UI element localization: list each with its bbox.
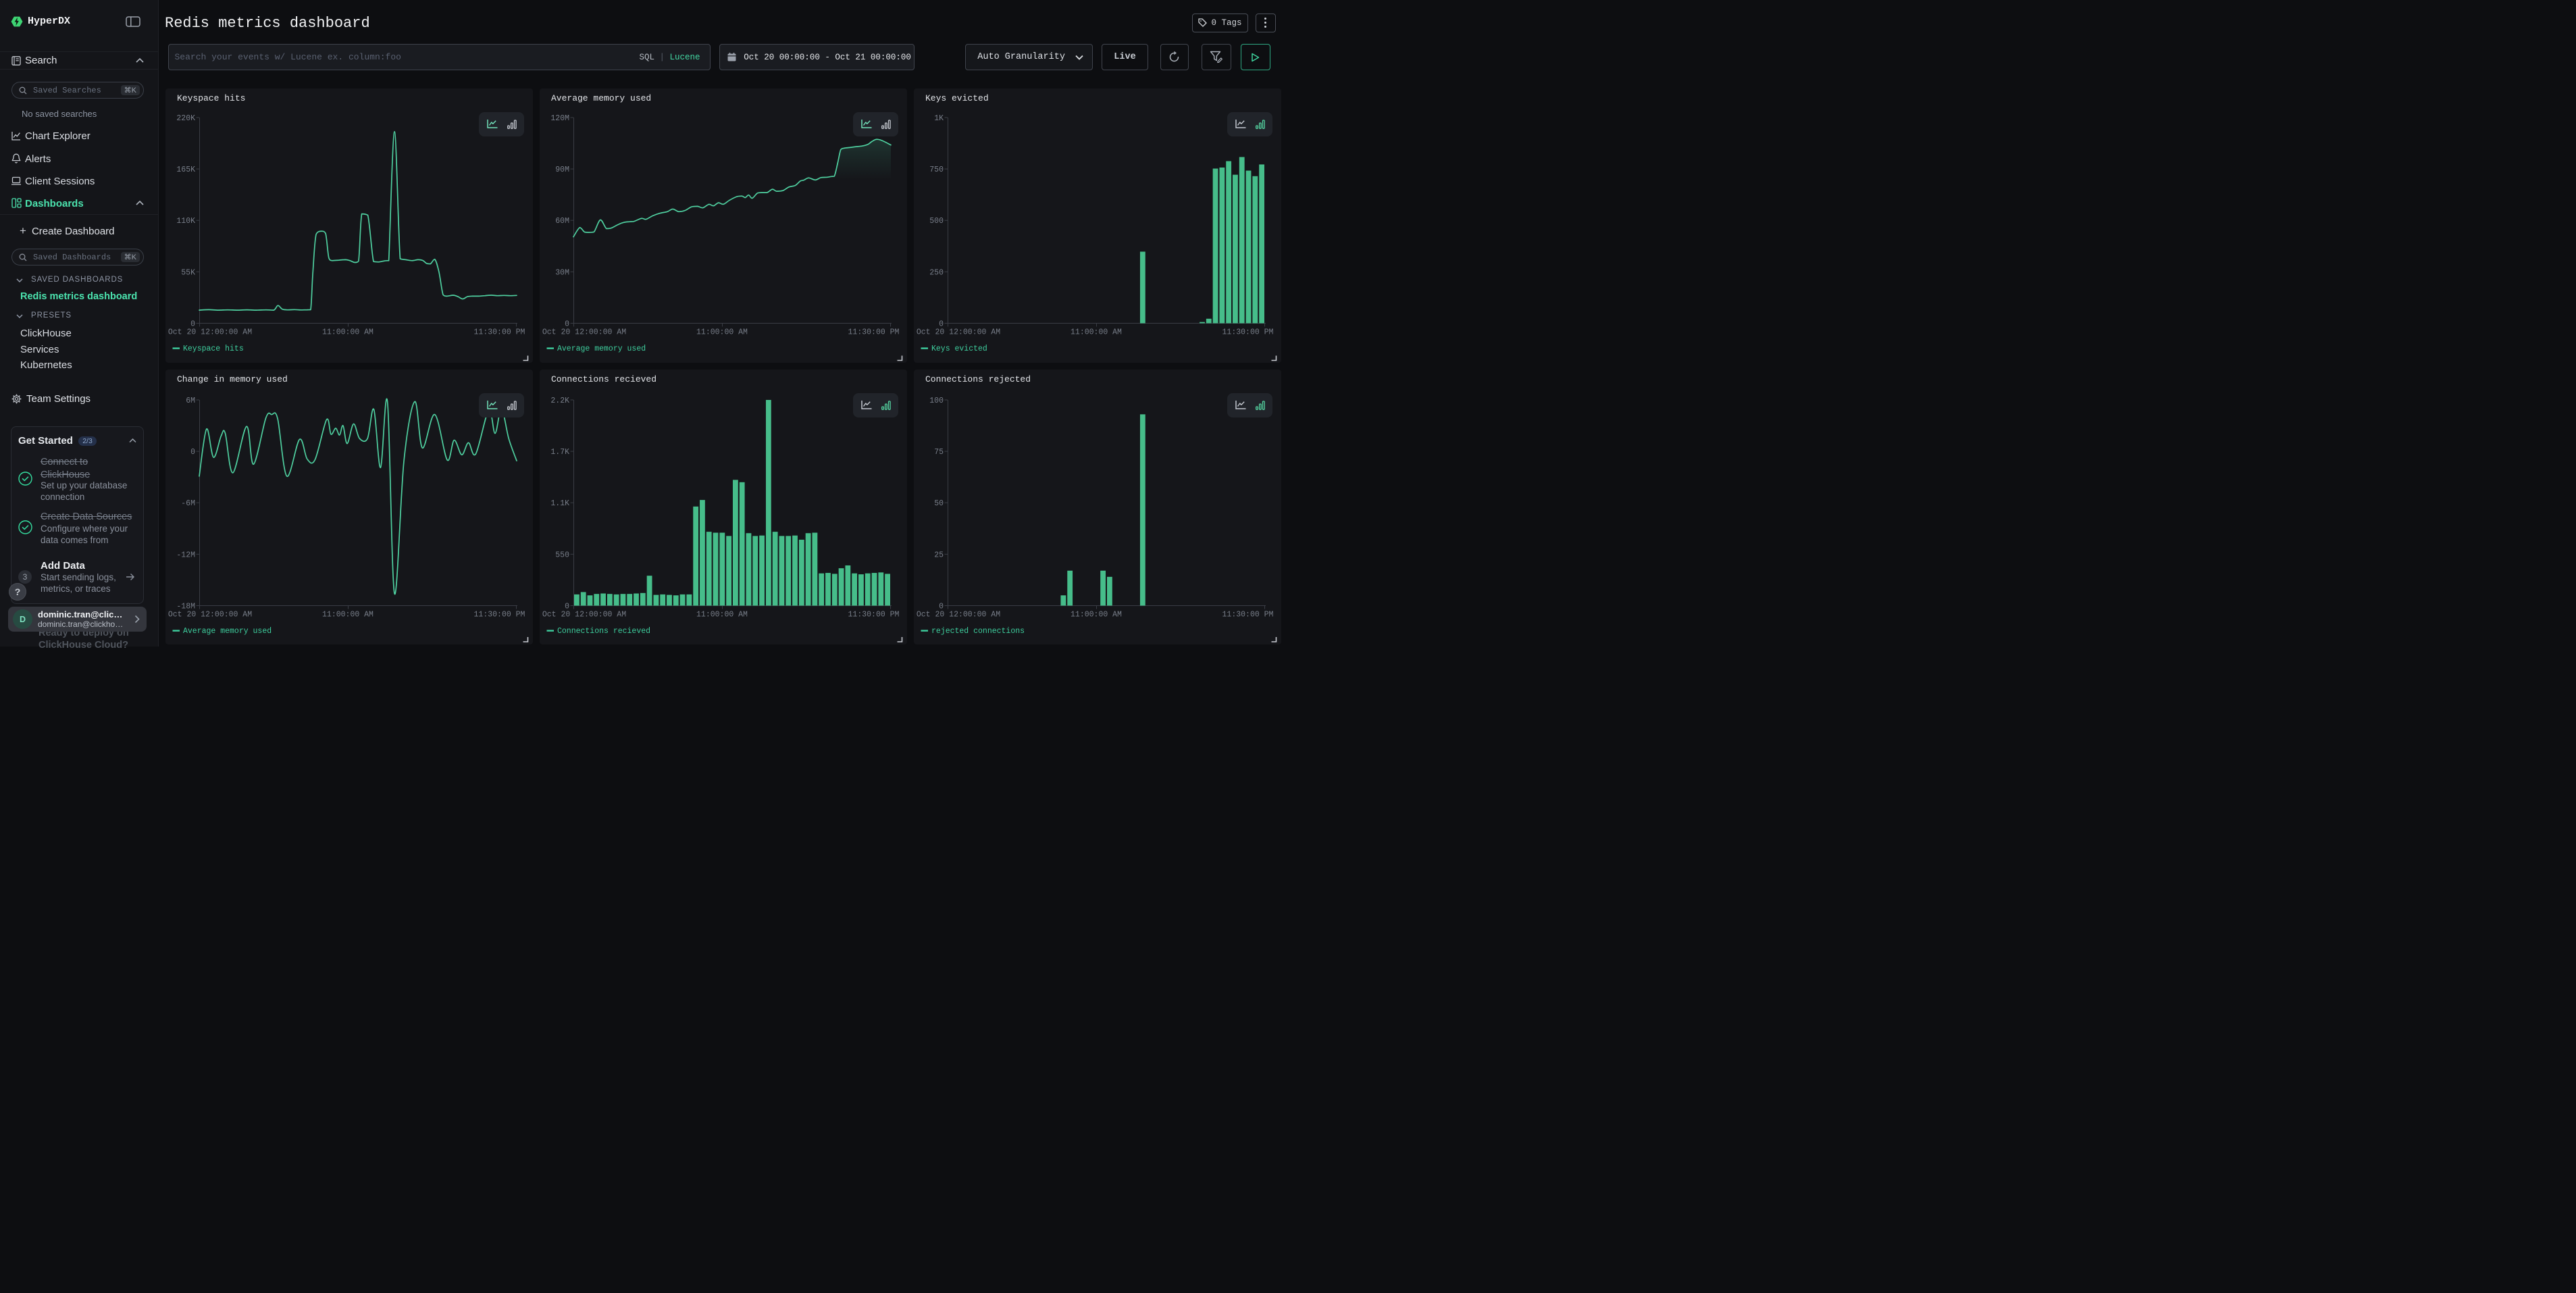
svg-text:165K: 165K (176, 166, 195, 174)
svg-text:11:30:00 PM: 11:30:00 PM (1222, 328, 1274, 337)
svg-text:0: 0 (565, 320, 569, 329)
svg-text:11:00:00 AM: 11:00:00 AM (1071, 611, 1122, 619)
svg-text:0: 0 (565, 603, 569, 611)
svg-text:-12M: -12M (176, 551, 195, 559)
svg-text:11:30:00 PM: 11:30:00 PM (848, 328, 900, 337)
svg-text:11:00:00 AM: 11:00:00 AM (696, 328, 748, 337)
svg-text:Average memory used: Average memory used (183, 627, 272, 636)
svg-text:Keys evicted: Keys evicted (931, 345, 987, 353)
svg-text:Connections recieved: Connections recieved (557, 627, 650, 636)
svg-text:120M: 120M (550, 114, 569, 123)
svg-text:Keyspace hits: Keyspace hits (183, 345, 244, 353)
svg-text:11:00:00 AM: 11:00:00 AM (322, 611, 373, 619)
svg-text:11:30:00 PM: 11:30:00 PM (474, 328, 525, 337)
svg-text:11:00:00 AM: 11:00:00 AM (696, 611, 748, 619)
svg-text:50: 50 (934, 499, 944, 508)
svg-text:Oct 20 12:00:00 AM: Oct 20 12:00:00 AM (542, 611, 626, 619)
svg-text:750: 750 (929, 166, 944, 174)
svg-text:0: 0 (190, 320, 195, 329)
svg-text:Oct 20 12:00:00 AM: Oct 20 12:00:00 AM (168, 328, 252, 337)
svg-text:60M: 60M (555, 217, 569, 226)
svg-text:500: 500 (929, 217, 944, 226)
svg-text:11:30:00 PM: 11:30:00 PM (474, 611, 525, 619)
svg-text:11:30:00 PM: 11:30:00 PM (1222, 611, 1274, 619)
svg-text:90M: 90M (555, 166, 569, 174)
svg-text:6M: 6M (186, 397, 195, 405)
svg-text:250: 250 (929, 268, 944, 277)
svg-text:11:30:00 PM: 11:30:00 PM (848, 611, 900, 619)
svg-text:Oct 20 12:00:00 AM: Oct 20 12:00:00 AM (168, 611, 252, 619)
svg-text:-18M: -18M (176, 603, 195, 611)
svg-text:0: 0 (190, 448, 195, 457)
svg-text:550: 550 (555, 551, 569, 559)
svg-text:2.2K: 2.2K (550, 397, 569, 405)
svg-text:55K: 55K (181, 268, 195, 277)
svg-text:Oct 20 12:00:00 AM: Oct 20 12:00:00 AM (917, 611, 1000, 619)
svg-text:1K: 1K (934, 114, 944, 123)
svg-text:220K: 220K (176, 114, 195, 123)
svg-text:110K: 110K (176, 217, 195, 226)
svg-text:1.7K: 1.7K (550, 448, 569, 457)
svg-text:Oct 20 12:00:00 AM: Oct 20 12:00:00 AM (542, 328, 626, 337)
svg-text:Oct 20 12:00:00 AM: Oct 20 12:00:00 AM (917, 328, 1000, 337)
svg-text:30M: 30M (555, 268, 569, 277)
svg-text:Average memory used: Average memory used (557, 345, 646, 353)
svg-text:100: 100 (929, 397, 944, 405)
svg-text:-6M: -6M (181, 499, 195, 508)
svg-text:1.1K: 1.1K (550, 499, 569, 508)
svg-text:0: 0 (939, 603, 944, 611)
svg-text:75: 75 (934, 448, 944, 457)
svg-text:0: 0 (939, 320, 944, 329)
svg-text:25: 25 (934, 551, 944, 559)
svg-text:11:00:00 AM: 11:00:00 AM (322, 328, 373, 337)
svg-text:11:00:00 AM: 11:00:00 AM (1071, 328, 1122, 337)
svg-text:rejected connections: rejected connections (931, 627, 1025, 636)
